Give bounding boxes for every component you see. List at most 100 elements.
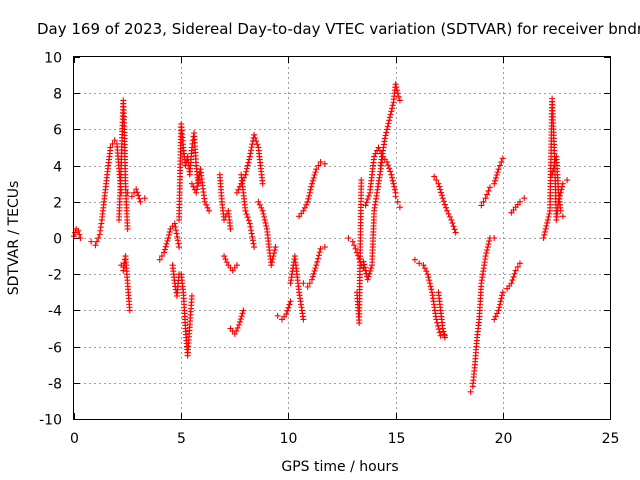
data-point <box>360 258 367 265</box>
data-point <box>485 241 492 248</box>
data-point <box>371 153 378 160</box>
data-point <box>238 313 245 320</box>
y-tick-label: -4 <box>48 304 62 320</box>
series-arc-19 <box>296 158 328 220</box>
data-point <box>256 201 263 208</box>
data-point <box>366 270 373 277</box>
data-point <box>317 245 324 252</box>
data-point <box>310 174 317 181</box>
data-point <box>312 265 319 272</box>
data-point <box>492 313 499 320</box>
data-point <box>358 177 365 184</box>
data-point <box>396 204 403 211</box>
data-point <box>389 174 396 181</box>
data-point <box>174 237 181 244</box>
data-point <box>171 220 178 227</box>
data-point <box>300 207 307 214</box>
data-point <box>172 227 179 234</box>
data-point <box>166 228 173 235</box>
data-point <box>301 204 308 211</box>
data-point <box>255 198 262 205</box>
data-point <box>441 334 448 341</box>
data-point <box>242 207 249 214</box>
data-point <box>411 256 418 263</box>
plot-frame <box>73 56 611 420</box>
data-point <box>484 244 491 251</box>
data-point <box>392 193 399 200</box>
data-point <box>549 171 556 178</box>
series-arc-15 <box>238 171 258 251</box>
data-point <box>133 186 140 193</box>
data-point <box>385 120 392 127</box>
data-point <box>352 245 359 252</box>
data-point <box>372 150 379 157</box>
data-point <box>541 228 548 235</box>
series-arc-35 <box>549 153 566 220</box>
data-point <box>203 201 210 208</box>
data-point <box>491 180 498 187</box>
grid-layer <box>74 57 610 419</box>
data-point <box>384 123 391 130</box>
data-point <box>484 247 491 254</box>
data-point <box>317 158 324 165</box>
data-point <box>449 220 456 227</box>
data-point <box>544 216 551 223</box>
data-point <box>77 235 84 241</box>
data-point <box>484 191 491 198</box>
data-point <box>321 160 328 167</box>
data-point <box>492 177 499 184</box>
data-point <box>389 102 396 109</box>
data-point <box>306 192 313 199</box>
data-point <box>92 242 99 249</box>
data-point <box>246 156 253 163</box>
series-arc-31 <box>478 155 506 209</box>
data-point <box>234 324 241 331</box>
data-point <box>243 211 250 218</box>
data-point <box>542 225 549 232</box>
data-point <box>494 310 501 317</box>
data-point <box>428 286 435 293</box>
series-arc-11 <box>216 171 234 232</box>
data-point <box>305 195 312 202</box>
data-point <box>274 312 281 319</box>
data-point <box>124 189 131 196</box>
data-point <box>521 195 528 202</box>
data-point <box>135 192 142 199</box>
data-point <box>137 198 144 205</box>
data-point <box>433 316 440 323</box>
data-point <box>441 201 448 208</box>
data-point <box>546 210 553 217</box>
data-point <box>493 172 500 179</box>
data-point <box>221 253 228 260</box>
data-point <box>516 198 523 205</box>
data-point <box>248 227 255 234</box>
data-point <box>497 298 504 305</box>
data-point <box>269 256 276 263</box>
data-point <box>156 256 163 263</box>
data-point <box>392 81 399 88</box>
data-point <box>201 198 208 205</box>
data-point <box>496 304 503 311</box>
data-point <box>304 198 311 205</box>
data-point <box>423 268 430 275</box>
series-arc-16 <box>255 198 279 269</box>
data-point <box>516 260 523 267</box>
data-point <box>482 195 489 202</box>
data-point <box>314 258 321 265</box>
data-point <box>249 141 256 148</box>
data-point <box>391 183 398 190</box>
data-point <box>396 97 403 104</box>
data-point <box>95 235 102 241</box>
data-point <box>483 250 490 257</box>
x-tick-label: 15 <box>388 431 406 447</box>
data-point <box>416 260 423 267</box>
data-point <box>164 237 171 244</box>
data-point <box>364 196 371 203</box>
data-point <box>394 90 401 97</box>
x-tick-label: 5 <box>177 431 186 447</box>
data-point <box>478 202 485 209</box>
data-point <box>259 180 266 187</box>
data-point <box>509 277 516 284</box>
data-point <box>249 237 256 244</box>
data-point <box>391 186 398 193</box>
